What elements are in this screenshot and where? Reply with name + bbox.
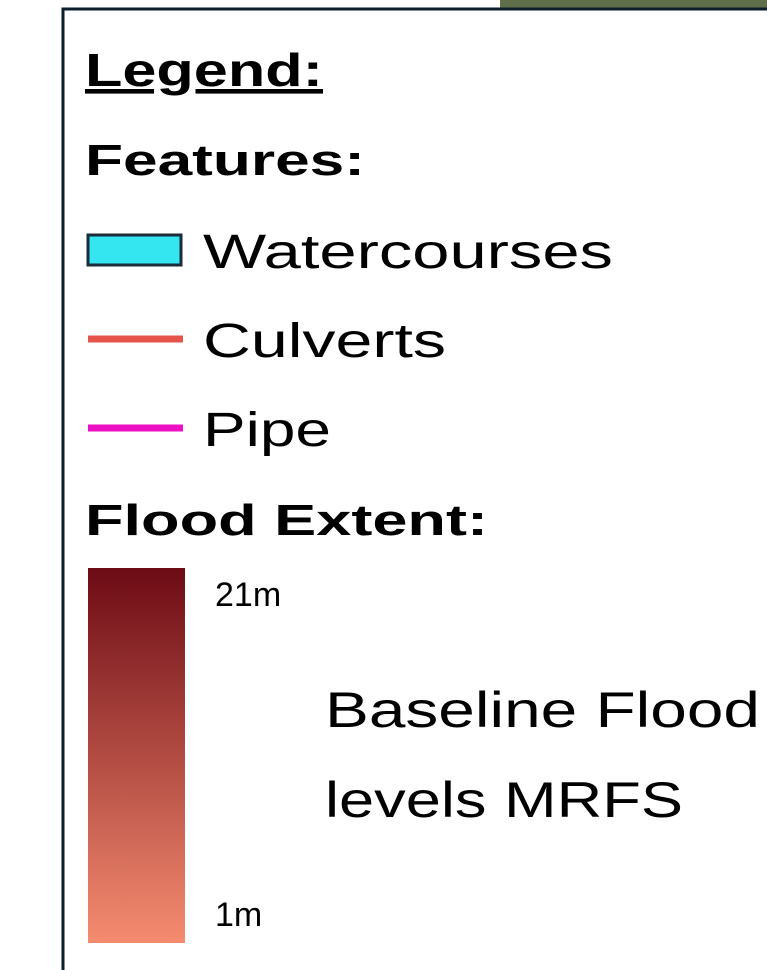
description-line: Baseline Flood [325,682,760,738]
page: Legend: Features: Watercourses Culverts Pi… [0,0,767,970]
flood-extent-heading: Flood Extent: [85,496,488,545]
max-label: 21m [215,576,281,614]
legend-panel: Legend: Features: Watercourses Culverts Pi… [0,0,767,970]
min-label: 1m [215,896,262,934]
flood-gradient-bar [88,568,185,943]
feature-label: Culverts [203,315,446,368]
description-line: levels MRFS [325,772,683,828]
legend-title: Legend: [85,44,323,96]
feature-label: Watercourses [203,226,613,279]
features-heading: Features: [85,136,365,185]
map-background [500,0,767,8]
feature-swatch [88,235,181,265]
feature-label: Pipe [203,404,331,457]
